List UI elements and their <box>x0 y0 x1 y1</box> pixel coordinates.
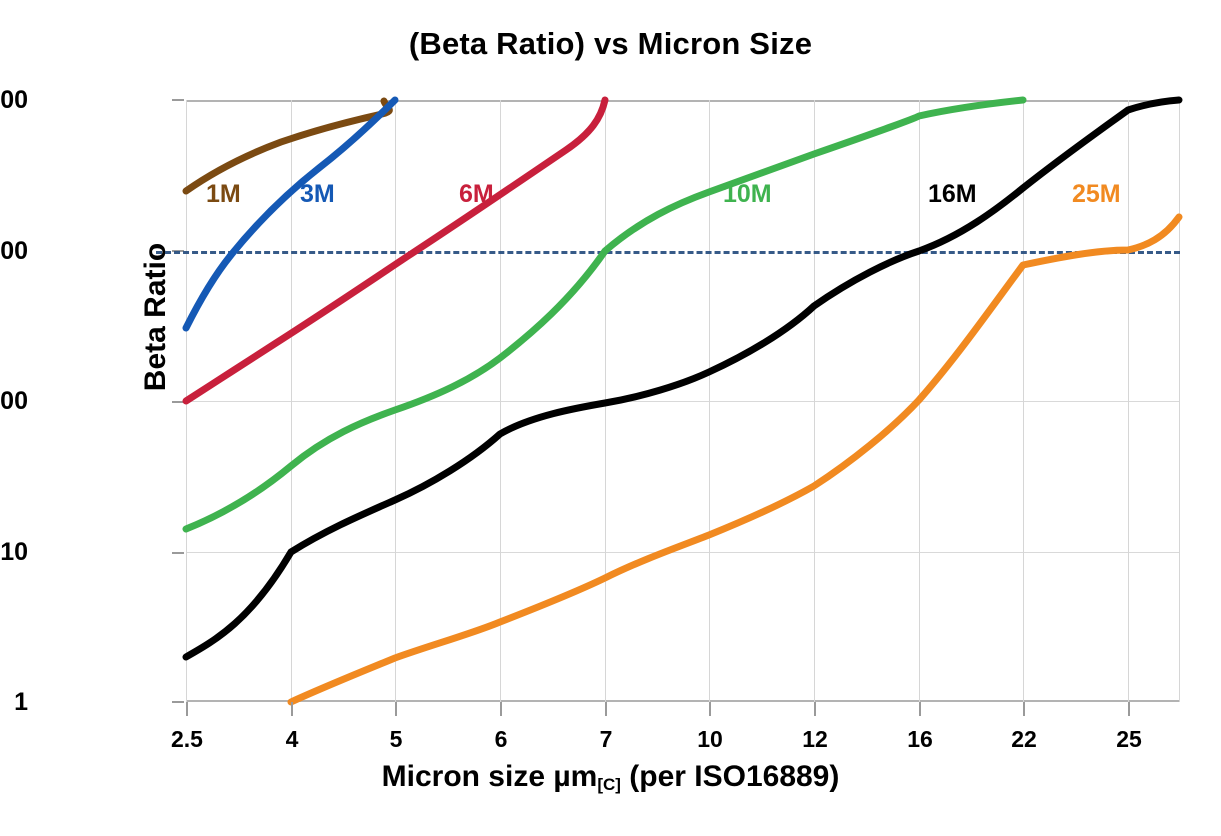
chart-title: (Beta Ratio) vs Micron Size <box>408 26 813 61</box>
x-tick-mark <box>1023 702 1025 716</box>
y-tick-mark <box>172 701 184 703</box>
y-axis-title: Beta Ratio <box>139 242 172 392</box>
x-tick-label-25: 25 <box>1116 726 1142 752</box>
x-tick-mark <box>500 702 502 716</box>
series-curves <box>182 96 1183 706</box>
y-tick-mark <box>172 401 184 403</box>
series-label-10M: 10M <box>723 180 772 208</box>
series-path-25M <box>287 213 1183 706</box>
series-label-6M: 6M <box>459 180 494 208</box>
x-tick-label-12: 12 <box>802 726 828 752</box>
x-axis-title-subscript: [C] <box>597 775 621 794</box>
x-tick-label-7: 7 <box>599 726 613 752</box>
y-tick-label-1: 1 <box>14 688 28 716</box>
series-path-16M <box>182 96 1183 661</box>
threshold-line-1000 <box>156 251 1180 254</box>
gridline-vertical <box>1179 100 1180 702</box>
y-tick-label-10: 10 <box>0 538 28 566</box>
y-tick-label-100: 100 <box>0 387 28 415</box>
x-tick-label-4: 4 <box>285 726 299 752</box>
gridline-vertical <box>1023 100 1024 702</box>
series-label-25M: 25M <box>1072 180 1121 208</box>
gridline-vertical <box>500 100 501 702</box>
series-path-10M <box>182 96 1027 533</box>
y-tick-mark <box>172 552 184 554</box>
series-path-1M <box>182 97 393 195</box>
plot-area: 1M 3M 6M 10M 16M 25M <box>156 96 1183 706</box>
y-tick-label-10000: 10,000 <box>0 86 28 114</box>
series-label-1M: 1M <box>206 180 241 208</box>
x-tick-label-10: 10 <box>697 726 723 752</box>
gridline-vertical <box>291 100 292 702</box>
x-axis-title: Micron size µm[C] (per ISO16889) <box>0 760 1221 795</box>
x-tick-label-6: 6 <box>494 726 508 752</box>
x-tick-label-2.5: 2.5 <box>171 726 203 752</box>
x-tick-mark <box>814 702 816 716</box>
y-tick-mark <box>172 99 184 101</box>
x-tick-mark <box>1128 702 1130 716</box>
series-label-16M: 16M <box>928 180 977 208</box>
x-tick-mark <box>395 702 397 716</box>
gridline-vertical <box>814 100 815 702</box>
x-tick-mark <box>186 702 188 716</box>
x-tick-mark <box>291 702 293 716</box>
gridline-vertical <box>709 100 710 702</box>
series-path-3M <box>182 96 399 332</box>
series-label-3M: 3M <box>300 180 335 208</box>
x-axis-title-main: Micron size µm <box>381 760 598 793</box>
gridline-horizontal-100 <box>186 401 1180 402</box>
gridline-horizontal-10 <box>186 552 1180 553</box>
gridline-vertical <box>395 100 396 702</box>
plot-frame <box>186 100 1180 702</box>
x-tick-label-22: 22 <box>1011 726 1037 752</box>
y-tick-label-1000: 1,000 <box>0 237 28 265</box>
x-tick-mark <box>605 702 607 716</box>
gridline-vertical <box>1128 100 1129 702</box>
x-tick-mark <box>919 702 921 716</box>
x-tick-mark <box>709 702 711 716</box>
x-tick-label-5: 5 <box>389 726 403 752</box>
series-path-6M <box>182 96 609 405</box>
x-tick-label-16: 16 <box>907 726 933 752</box>
x-axis-title-tail: (per ISO16889) <box>620 760 840 793</box>
